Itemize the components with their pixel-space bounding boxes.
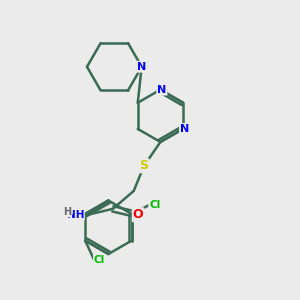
Text: S: S	[140, 159, 148, 172]
Text: O: O	[133, 208, 143, 221]
Text: Cl: Cl	[94, 255, 105, 265]
Text: N: N	[137, 62, 146, 72]
Text: N: N	[180, 124, 189, 134]
Text: Cl: Cl	[149, 200, 160, 210]
Text: H: H	[63, 207, 71, 217]
Text: NH: NH	[67, 210, 84, 220]
Text: N: N	[157, 85, 167, 95]
